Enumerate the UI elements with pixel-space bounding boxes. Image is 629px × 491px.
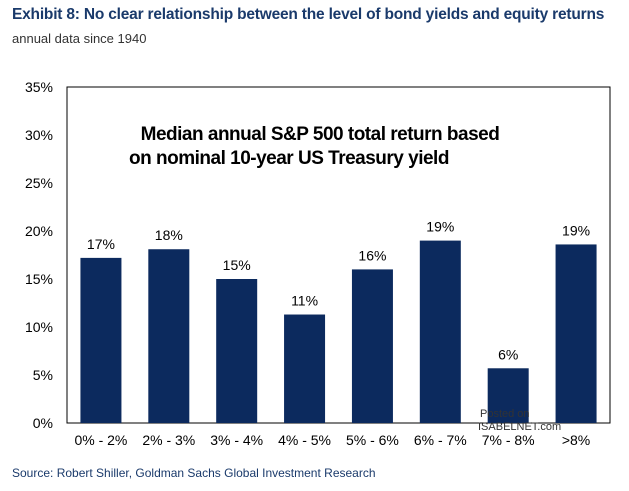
x-tick-label: >8% xyxy=(562,432,590,448)
y-tick-label: 35% xyxy=(25,79,53,95)
x-tick-label: 2% - 3% xyxy=(142,432,195,448)
bar-data-label: 19% xyxy=(562,222,590,238)
bar xyxy=(419,240,461,423)
bars xyxy=(80,240,597,423)
y-tick-label: 0% xyxy=(33,415,53,431)
bar xyxy=(284,314,326,423)
bar xyxy=(351,269,393,423)
y-tick-label: 20% xyxy=(25,223,53,239)
bar xyxy=(487,368,529,423)
source-note: Source: Robert Shiller, Goldman Sachs Gl… xyxy=(12,466,376,480)
bar-data-label: 16% xyxy=(358,247,386,263)
y-axis-ticks: 0% 5% 10% 15% 20% 25% 30% 35% xyxy=(25,79,53,431)
exhibit-title: Exhibit 8: No clear relationship between… xyxy=(12,6,605,23)
bar-data-label: 11% xyxy=(291,293,318,309)
bar xyxy=(555,244,597,423)
watermark-line2: ISABELNET.com xyxy=(478,421,562,433)
y-tick-label: 15% xyxy=(25,271,53,287)
data-labels: 17% 18% 15% 11% 16% 19% 6% 19% xyxy=(87,219,590,363)
bar xyxy=(80,257,122,423)
bar-data-label: 6% xyxy=(498,346,518,362)
x-tick-label: 4% - 5% xyxy=(278,432,331,448)
bar xyxy=(216,279,258,423)
exhibit-subtitle: annual data since 1940 xyxy=(12,31,147,46)
y-tick-label: 30% xyxy=(25,127,53,143)
bar-data-label: 15% xyxy=(223,257,251,273)
bar-data-label: 17% xyxy=(87,236,115,252)
x-tick-label: 6% - 7% xyxy=(414,432,467,448)
x-axis-ticks: 0% - 2% 2% - 3% 3% - 4% 4% - 5% 5% - 6% 6% - … xyxy=(74,432,590,448)
chart-subtitle: on nominal 10-year US Treasury yield xyxy=(129,148,449,169)
chart-title: Median annual S&P 500 total return based xyxy=(141,124,500,145)
y-tick-label: 5% xyxy=(33,367,53,383)
plot-frame xyxy=(66,86,611,424)
watermark-line1: Posted on xyxy=(480,408,530,420)
x-tick-label: 5% - 6% xyxy=(346,432,399,448)
watermark: Posted on ISABELNET.com xyxy=(478,408,561,434)
x-tick-label: 7% - 8% xyxy=(482,432,535,448)
y-tick-label: 25% xyxy=(25,175,53,191)
bar-data-label: 19% xyxy=(426,219,454,235)
x-tick-label: 3% - 4% xyxy=(210,432,263,448)
bar xyxy=(148,249,190,423)
x-tick-label: 0% - 2% xyxy=(74,432,127,448)
y-tick-label: 10% xyxy=(25,319,53,335)
bar-data-label: 18% xyxy=(155,227,183,243)
